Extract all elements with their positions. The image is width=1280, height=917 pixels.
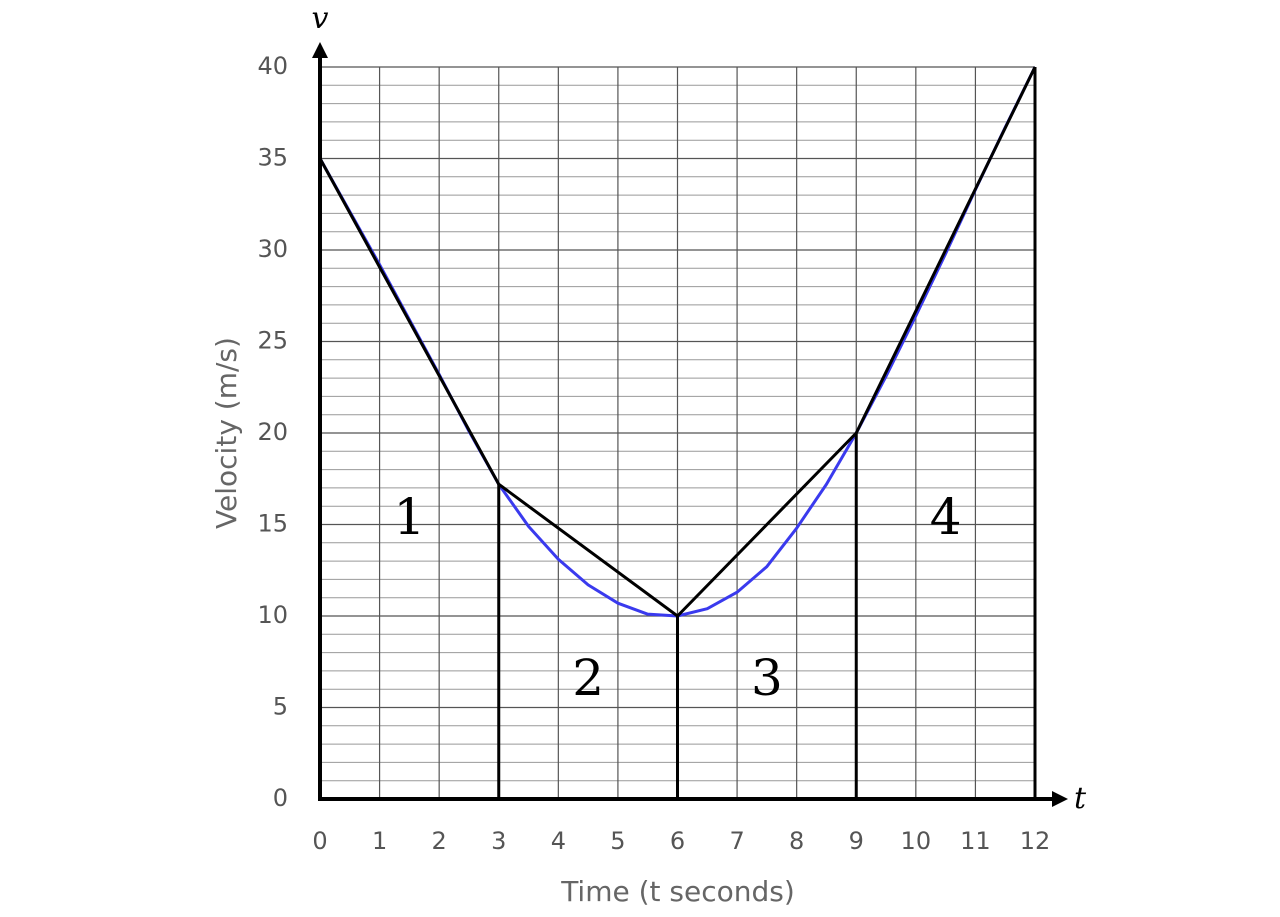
x-axis-title: Time (t seconds)	[560, 875, 795, 908]
y-tick-label: 30	[257, 235, 288, 263]
y-axis-symbol: v	[312, 1, 329, 36]
x-tick-label: 6	[670, 827, 685, 855]
region-label: 4	[930, 488, 962, 546]
y-tick-label: 10	[257, 601, 288, 629]
region-label: 1	[393, 488, 425, 546]
region-label: 2	[572, 649, 604, 707]
y-axis-arrow	[312, 42, 328, 58]
y-tick-label: 20	[257, 418, 288, 446]
x-tick-label: 3	[491, 827, 506, 855]
y-axis-title: Velocity (m/s)	[210, 337, 243, 529]
y-tick-label: 5	[273, 693, 288, 721]
line	[318, 66, 1037, 618]
x-tick-label: 12	[1020, 827, 1051, 855]
x-tick-label: 0	[312, 827, 327, 855]
region-label: 3	[751, 649, 783, 707]
y-tick-label: 35	[257, 144, 288, 172]
x-tick-label: 8	[789, 827, 804, 855]
y-tick-label: 0	[273, 784, 288, 812]
x-tick-label: 10	[901, 827, 932, 855]
x-tick-label: 11	[960, 827, 991, 855]
x-tick-label: 2	[432, 827, 447, 855]
y-tick-label: 15	[257, 510, 288, 538]
x-tick-label: 9	[849, 827, 864, 855]
x-tick-label: 1	[372, 827, 387, 855]
y-tick-label: 40	[257, 52, 288, 80]
x-axis-symbol: t	[1074, 781, 1087, 816]
x-axis-arrow	[1052, 791, 1068, 807]
x-tick-label: 5	[610, 827, 625, 855]
x-tick-label: 4	[551, 827, 566, 855]
y-tick-label: 25	[257, 327, 288, 355]
x-tick-label: 7	[729, 827, 744, 855]
